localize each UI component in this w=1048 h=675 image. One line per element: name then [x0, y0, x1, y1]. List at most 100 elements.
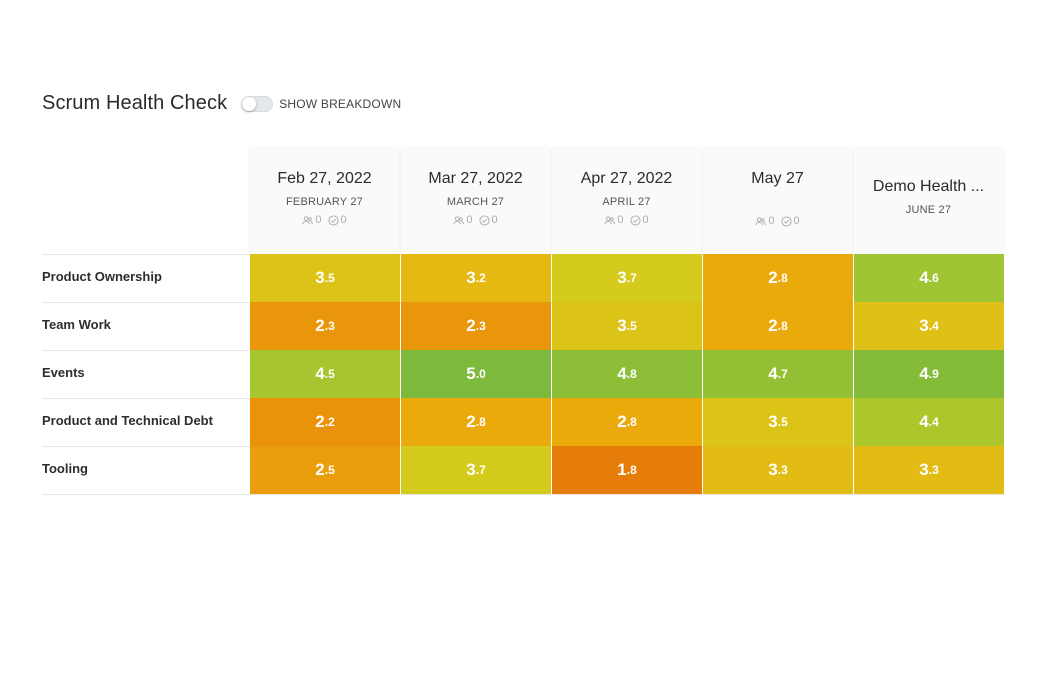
score-cell[interactable]: 2.8 [401, 398, 551, 446]
score-decimal: 4 [932, 415, 939, 429]
score-integer: 1 [617, 460, 627, 479]
score-decimal: 5 [328, 463, 335, 477]
score-decimal: 8 [781, 319, 788, 333]
score-cell[interactable]: 3.3 [703, 446, 853, 494]
toggle-knob[interactable] [242, 96, 257, 111]
score-separator: . [928, 463, 933, 477]
row-label: Team Work [42, 317, 111, 332]
score-integer: 3 [315, 268, 325, 287]
score-decimal: 2 [479, 271, 486, 285]
column-subtitle: JUNE 27 [905, 204, 952, 216]
score-cell[interactable]: 4.6 [854, 254, 1004, 302]
score-decimal: 2 [328, 415, 335, 429]
score-cell[interactable]: 3.3 [854, 446, 1004, 494]
score-separator: . [777, 271, 782, 285]
score-separator: . [928, 319, 933, 333]
score-integer: 2 [315, 412, 325, 431]
score-decimal: 8 [630, 463, 637, 477]
score-cell[interactable]: 4.8 [552, 350, 702, 398]
score-cell[interactable]: 4.5 [250, 350, 400, 398]
score-integer: 5 [466, 364, 476, 383]
score-cell[interactable]: 3.2 [401, 254, 551, 302]
score-separator: . [324, 319, 329, 333]
score-separator: . [928, 415, 933, 429]
score-decimal: 3 [781, 463, 788, 477]
score-decimal: 7 [630, 271, 637, 285]
column-subtitle: MARCH 27 [446, 196, 505, 208]
completed-count: 0 [340, 214, 347, 226]
check-circle-icon [780, 215, 792, 227]
score-separator: . [777, 319, 782, 333]
score-decimal: 8 [630, 367, 637, 381]
score-integer: 2 [315, 460, 325, 479]
score-decimal: 5 [781, 415, 788, 429]
participants-count: 0 [768, 215, 775, 227]
table-row: Team Work 2. 3 2. 3 3. 5 2. 8 3. 4 [42, 302, 1004, 350]
score-cell[interactable]: 3.4 [854, 302, 1004, 350]
score-separator: . [324, 367, 329, 381]
score-separator: . [626, 415, 631, 429]
show-breakdown-toggle[interactable] [241, 95, 274, 112]
score-cell[interactable]: 5.0 [401, 350, 551, 398]
score-cell[interactable]: 2.8 [703, 254, 853, 302]
score-cell[interactable]: 2.2 [250, 398, 400, 446]
score-separator: . [928, 367, 933, 381]
health-check-grid: Feb 27, 2022 FEBRUARY 27 0 0 Mar 27, 202… [42, 147, 1004, 495]
score-integer: 2 [617, 412, 627, 431]
score-cell[interactable]: 2.3 [401, 302, 551, 350]
score-cell[interactable]: 3.5 [250, 254, 400, 302]
score-cell[interactable]: 2.8 [703, 302, 853, 350]
score-cell[interactable]: 2.8 [552, 398, 702, 446]
table-row: Events 4. 5 5. 0 4. 8 4. 7 4. 9 [42, 350, 1004, 398]
score-separator: . [324, 271, 329, 285]
check-circle-icon [478, 214, 490, 226]
participants-count: 0 [466, 214, 473, 226]
score-cell[interactable]: 4.9 [854, 350, 1004, 398]
column-header-1[interactable]: Feb 27, 2022 FEBRUARY 27 0 0 [250, 147, 399, 254]
score-integer: 3 [919, 316, 929, 335]
show-breakdown-label[interactable]: SHOW BREAKDOWN [279, 96, 402, 111]
score-integer: 4 [919, 268, 929, 287]
column-meta: 0 0 [453, 214, 498, 226]
score-integer: 2 [466, 316, 476, 335]
column-meta: 0 0 [755, 215, 800, 227]
score-cell[interactable]: 2.5 [250, 446, 400, 494]
column-header-5[interactable]: Demo Health ... JUNE 27 [854, 147, 1003, 254]
score-decimal: 7 [479, 463, 486, 477]
score-cell[interactable]: 3.5 [703, 398, 853, 446]
score-cell[interactable]: 3.7 [552, 254, 702, 302]
score-separator: . [475, 415, 480, 429]
table-row: Product and Technical Debt 2. 2 2. 8 2. 8 3. 5 4.… [42, 398, 1004, 446]
label-spacer [42, 147, 250, 254]
column-headers: Feb 27, 2022 FEBRUARY 27 0 0 Mar 27, 202… [42, 147, 1004, 254]
column-title: Demo Health ... [872, 178, 985, 195]
score-cell[interactable]: 4.4 [854, 398, 1004, 446]
score-integer: 3 [466, 460, 476, 479]
score-decimal: 8 [781, 271, 788, 285]
column-header-4[interactable]: May 27 0 0 [703, 147, 852, 254]
participants-icon [453, 215, 465, 224]
score-cell[interactable]: 2.3 [250, 302, 400, 350]
score-separator: . [475, 271, 480, 285]
column-header-3[interactable]: Apr 27, 2022 APRIL 27 0 0 [552, 147, 701, 254]
score-integer: 2 [768, 316, 778, 335]
score-separator: . [475, 319, 480, 333]
score-separator: . [324, 463, 329, 477]
score-separator: . [928, 271, 933, 285]
score-integer: 3 [768, 412, 778, 431]
participants-count: 0 [617, 214, 624, 226]
score-cell[interactable]: 1.8 [552, 446, 702, 494]
score-integer: 4 [617, 364, 627, 383]
score-cell[interactable]: 3.5 [552, 302, 702, 350]
page-title: Scrum Health Check [42, 92, 228, 114]
column-subtitle: FEBRUARY 27 [286, 196, 363, 208]
score-cell[interactable]: 4.7 [703, 350, 853, 398]
check-circle-icon [629, 214, 641, 226]
score-cell[interactable]: 3.7 [401, 446, 551, 494]
column-header-2[interactable]: Mar 27, 2022 MARCH 27 0 0 [401, 147, 550, 254]
row-label: Events [42, 365, 85, 380]
table-row: Tooling 2. 5 3. 7 1. 8 3. 3 3. 3 [42, 446, 1004, 495]
score-separator: . [626, 271, 631, 285]
score-separator: . [475, 367, 480, 381]
participants-icon [302, 215, 314, 224]
